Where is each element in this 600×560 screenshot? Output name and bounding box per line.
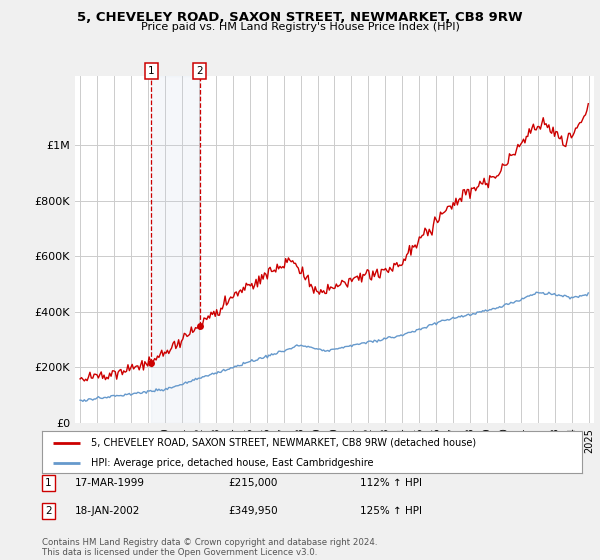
Bar [151,76,200,423]
Text: 1: 1 [45,478,52,488]
Text: 1: 1 [148,66,155,76]
Text: £215,000: £215,000 [228,478,277,488]
Text: 2: 2 [45,506,52,516]
Text: Contains HM Land Registry data © Crown copyright and database right 2024.
This d: Contains HM Land Registry data © Crown c… [42,538,377,557]
Text: 18-JAN-2002: 18-JAN-2002 [75,506,140,516]
Text: £349,950: £349,950 [228,506,278,516]
Text: 125% ↑ HPI: 125% ↑ HPI [360,506,422,516]
Text: Price paid vs. HM Land Registry's House Price Index (HPI): Price paid vs. HM Land Registry's House … [140,22,460,32]
Text: 112% ↑ HPI: 112% ↑ HPI [360,478,422,488]
Text: 2: 2 [196,66,203,76]
Text: 5, CHEVELEY ROAD, SAXON STREET, NEWMARKET, CB8 9RW (detached house): 5, CHEVELEY ROAD, SAXON STREET, NEWMARKE… [91,438,476,448]
Text: 17-MAR-1999: 17-MAR-1999 [75,478,145,488]
Text: HPI: Average price, detached house, East Cambridgeshire: HPI: Average price, detached house, East… [91,458,373,468]
Text: 5, CHEVELEY ROAD, SAXON STREET, NEWMARKET, CB8 9RW: 5, CHEVELEY ROAD, SAXON STREET, NEWMARKE… [77,11,523,24]
